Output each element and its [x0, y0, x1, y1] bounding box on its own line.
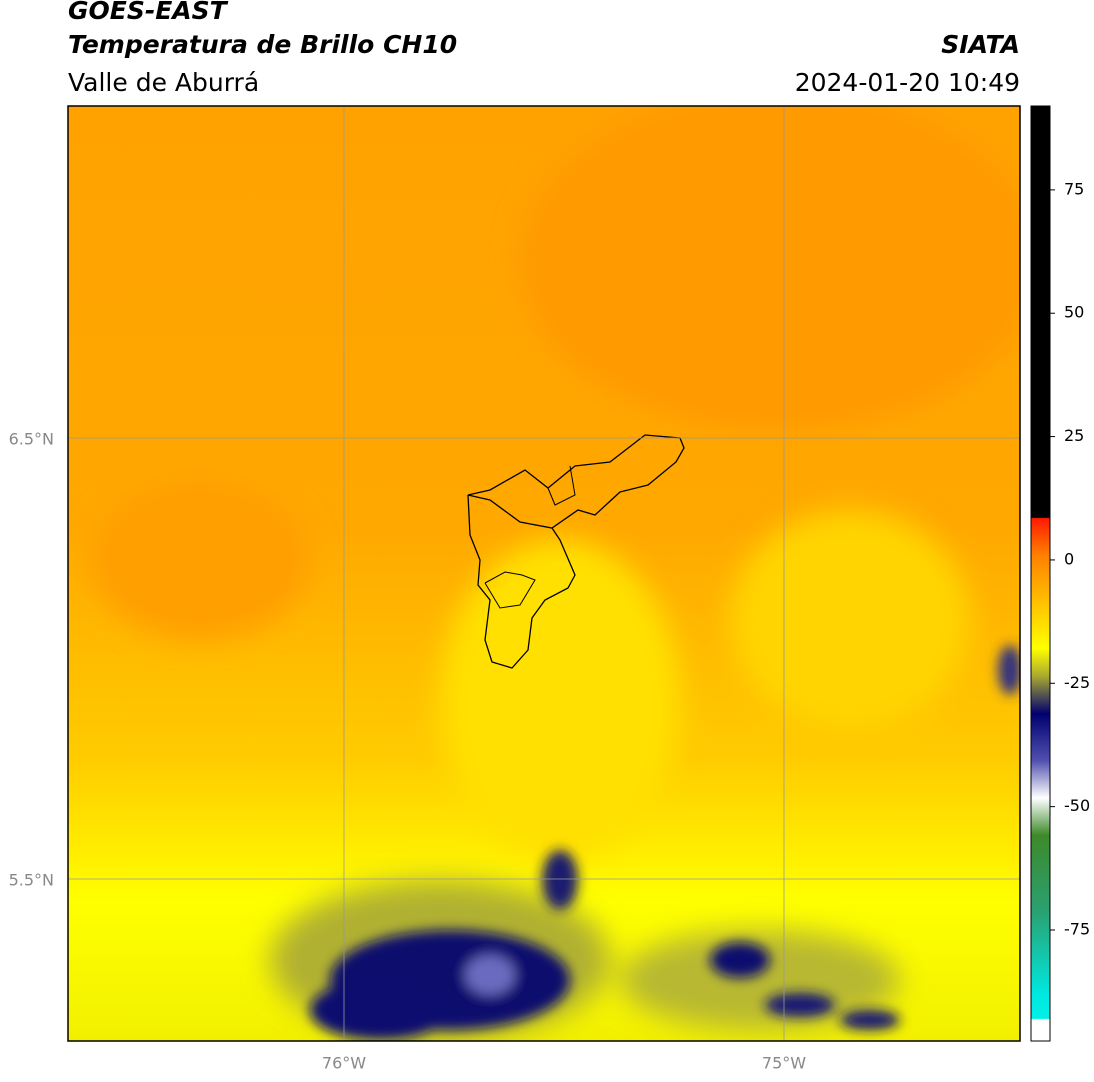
lat-tick-label: 6.5°N	[9, 430, 54, 449]
satellite: GOES-EAST	[68, 0, 229, 25]
colorbar-tick-label: -75	[1064, 919, 1090, 938]
map-image	[68, 106, 1020, 1041]
region: Valle de Aburrá	[68, 68, 259, 97]
lat-tick-label: 5.5°N	[9, 871, 54, 890]
colorbar-tick-label: 0	[1064, 549, 1074, 568]
map-frame	[67, 105, 1021, 1042]
colorbar-tick-label: 75	[1064, 179, 1084, 198]
colorbar	[1030, 105, 1051, 1042]
datetime: 2024-01-20 10:49	[795, 68, 1020, 97]
agency: SIATA	[941, 30, 1020, 59]
colorbar-tick-label: 25	[1064, 426, 1084, 445]
product: Temperatura de Brillo CH10	[68, 30, 457, 59]
colorbar-ticks: 75 50 25 0 -25 -50 -75	[1050, 179, 1090, 938]
colorbar-tick-label: 50	[1064, 303, 1084, 322]
lon-tick-label: 75°W	[762, 1054, 806, 1073]
lon-tick-label: 76°W	[322, 1054, 366, 1073]
colorbar-tick-label: -25	[1064, 673, 1090, 692]
colorbar-tick-label: -50	[1064, 796, 1090, 815]
